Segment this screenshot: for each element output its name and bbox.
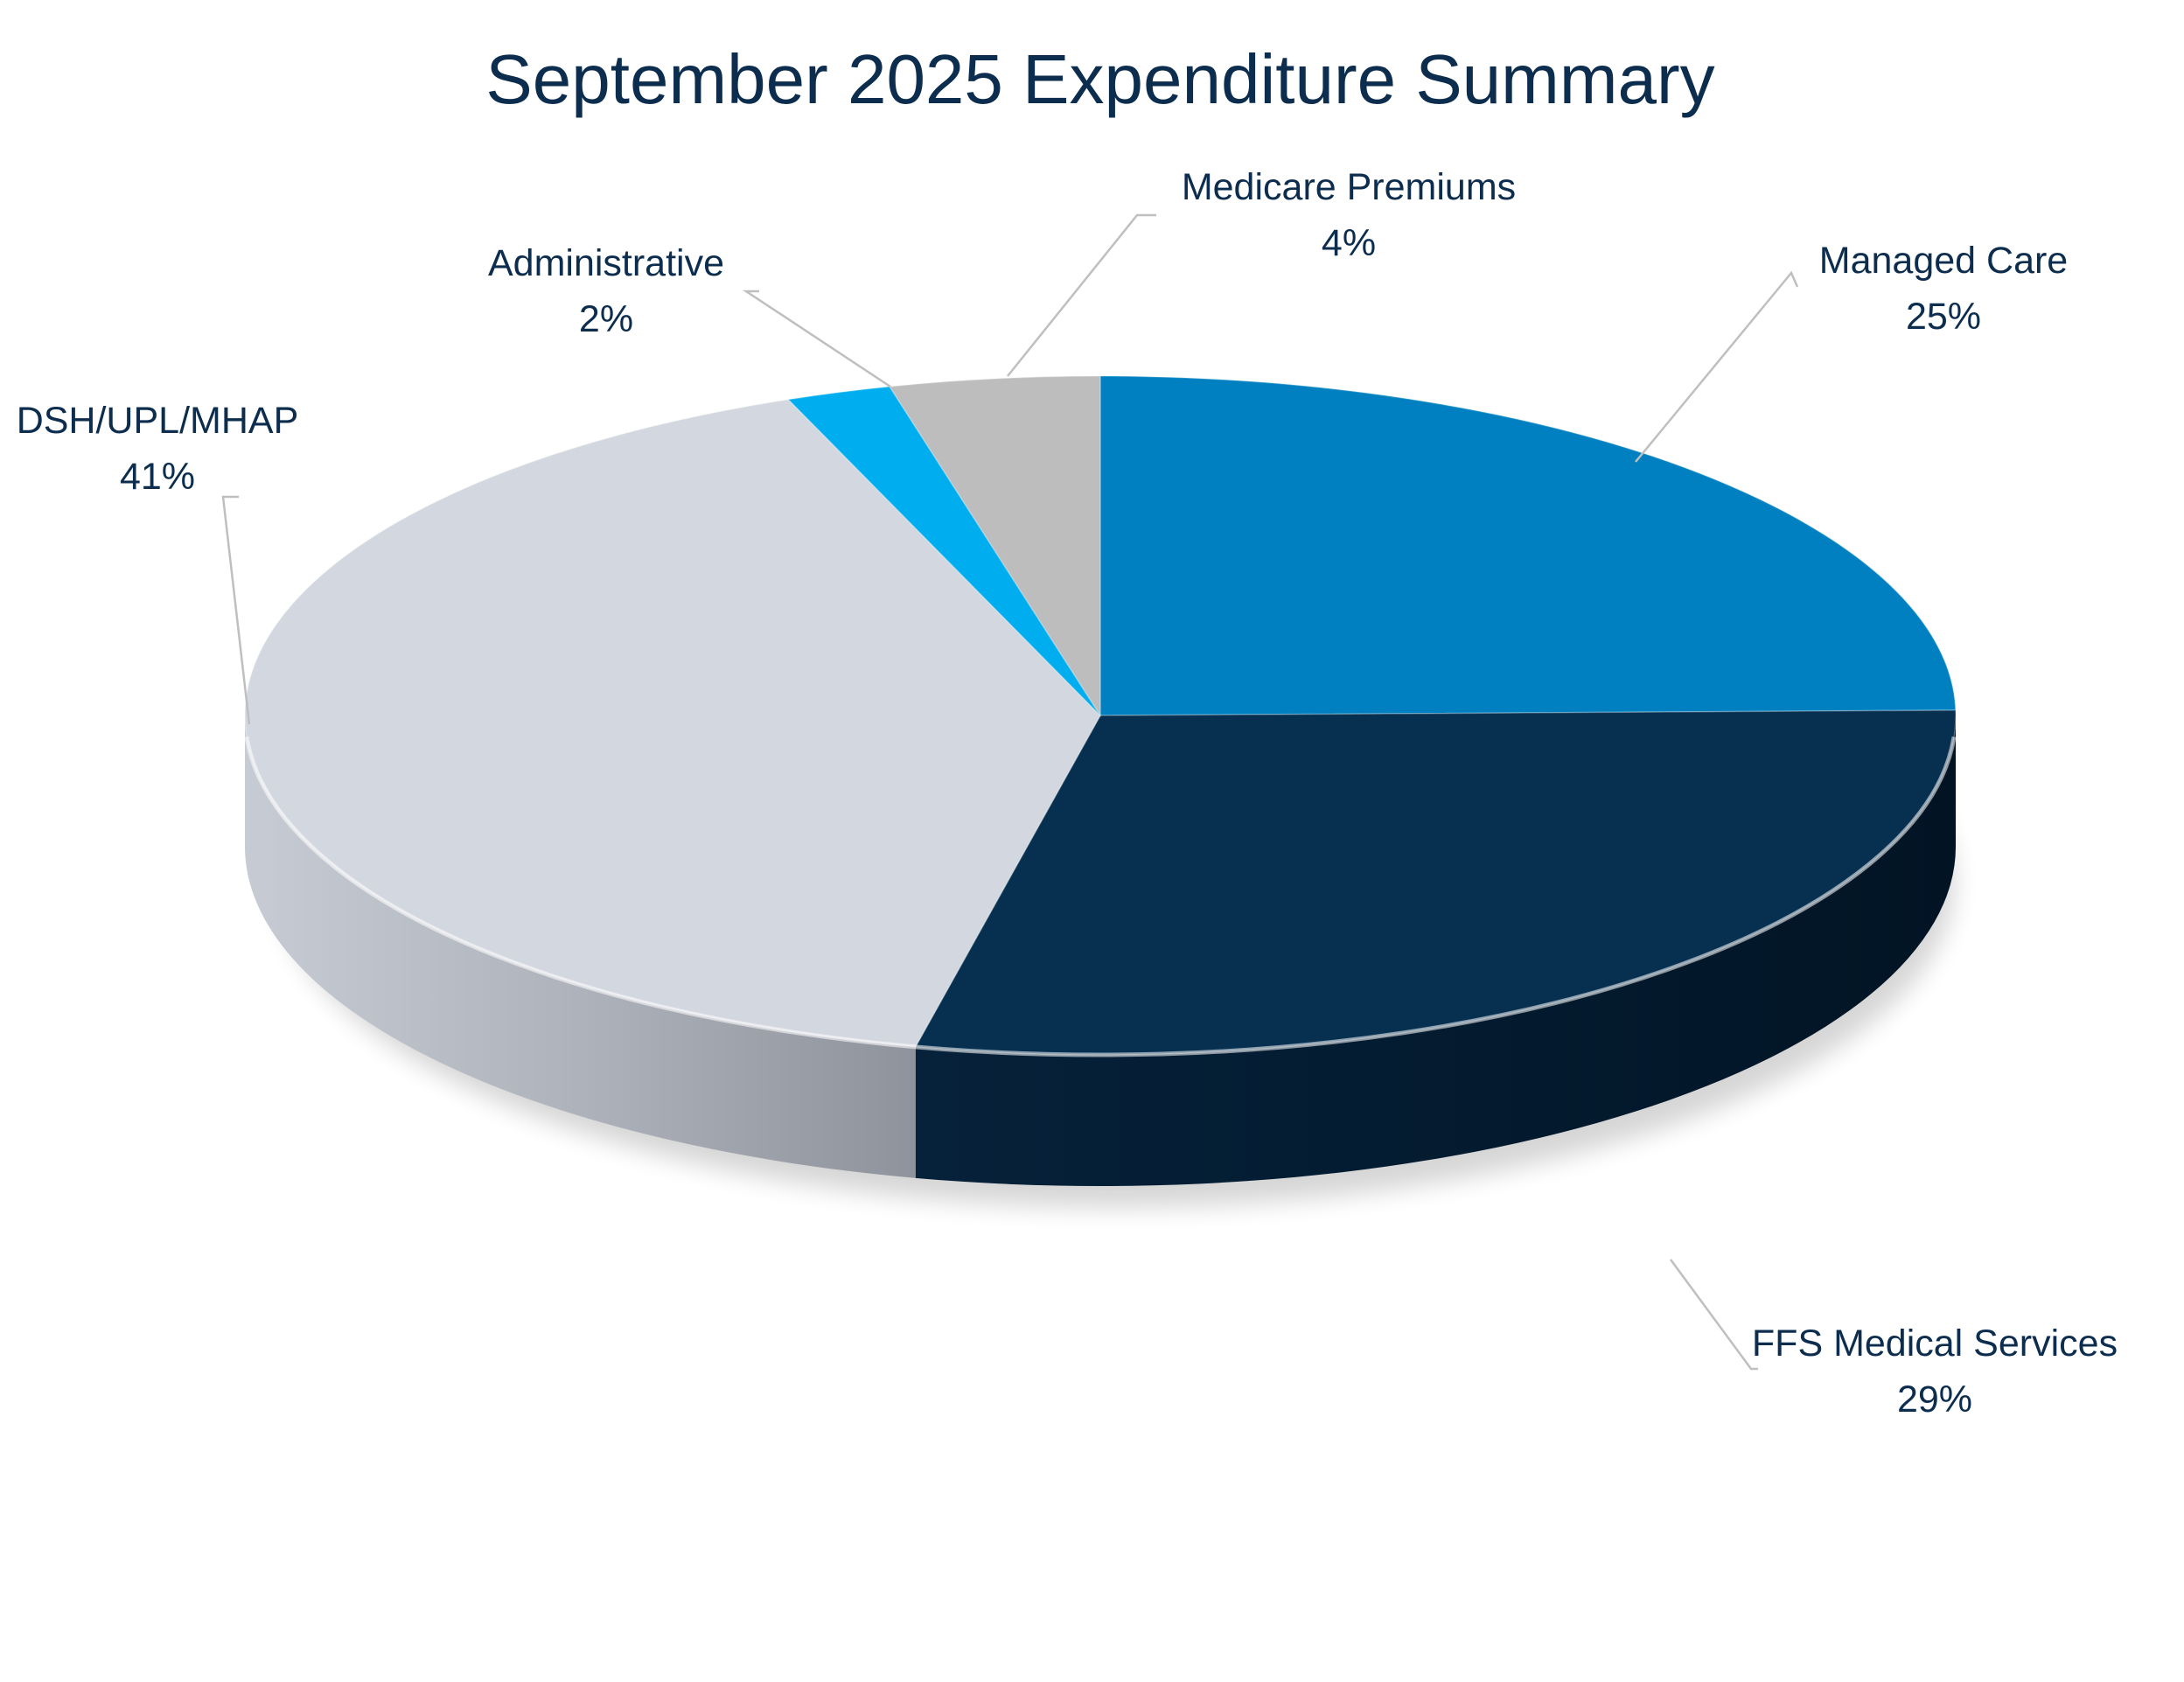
leader-line-ffs-medical-services — [1669, 1259, 1758, 1371]
leader-line-managed-care — [1635, 270, 1799, 463]
pie-side-ffs-medical-services — [915, 715, 1956, 1186]
slice-label-administrative: Administrative — [488, 242, 724, 284]
slice-label-dsh-upl-mhap: DSH/UPL/MHAP — [17, 400, 299, 442]
slice-label-medicare-premiums: Medicare Premiums — [1182, 166, 1516, 208]
slice-label-ffs-medical-services: FFS Medical Services — [1752, 1323, 2118, 1364]
slice-percent-medicare-premiums: 4% — [1322, 222, 1376, 264]
chart-title: September 2025 Expenditure Summary — [485, 40, 1714, 118]
slice-percent-administrative: 2% — [579, 298, 633, 340]
slice-percent-dsh-upl-mhap: 41% — [120, 456, 195, 498]
pie-slice-managed-care — [1099, 375, 1957, 716]
slice-percent-managed-care: 25% — [1906, 296, 1981, 338]
pie-slice-medicare-premiums — [888, 375, 1101, 718]
pie-rim-highlight — [244, 736, 1957, 1057]
slice-percent-ffs-medical-services: 29% — [1897, 1378, 1972, 1420]
leader-line-administrative — [742, 290, 891, 388]
leader-line-medicare-premiums — [1007, 213, 1156, 377]
pie-side-dsh-upl-mhap — [244, 715, 916, 1178]
leader-line-dsh-upl-mhap — [221, 495, 251, 725]
slice-label-managed-care: Managed Care — [1819, 240, 2068, 282]
